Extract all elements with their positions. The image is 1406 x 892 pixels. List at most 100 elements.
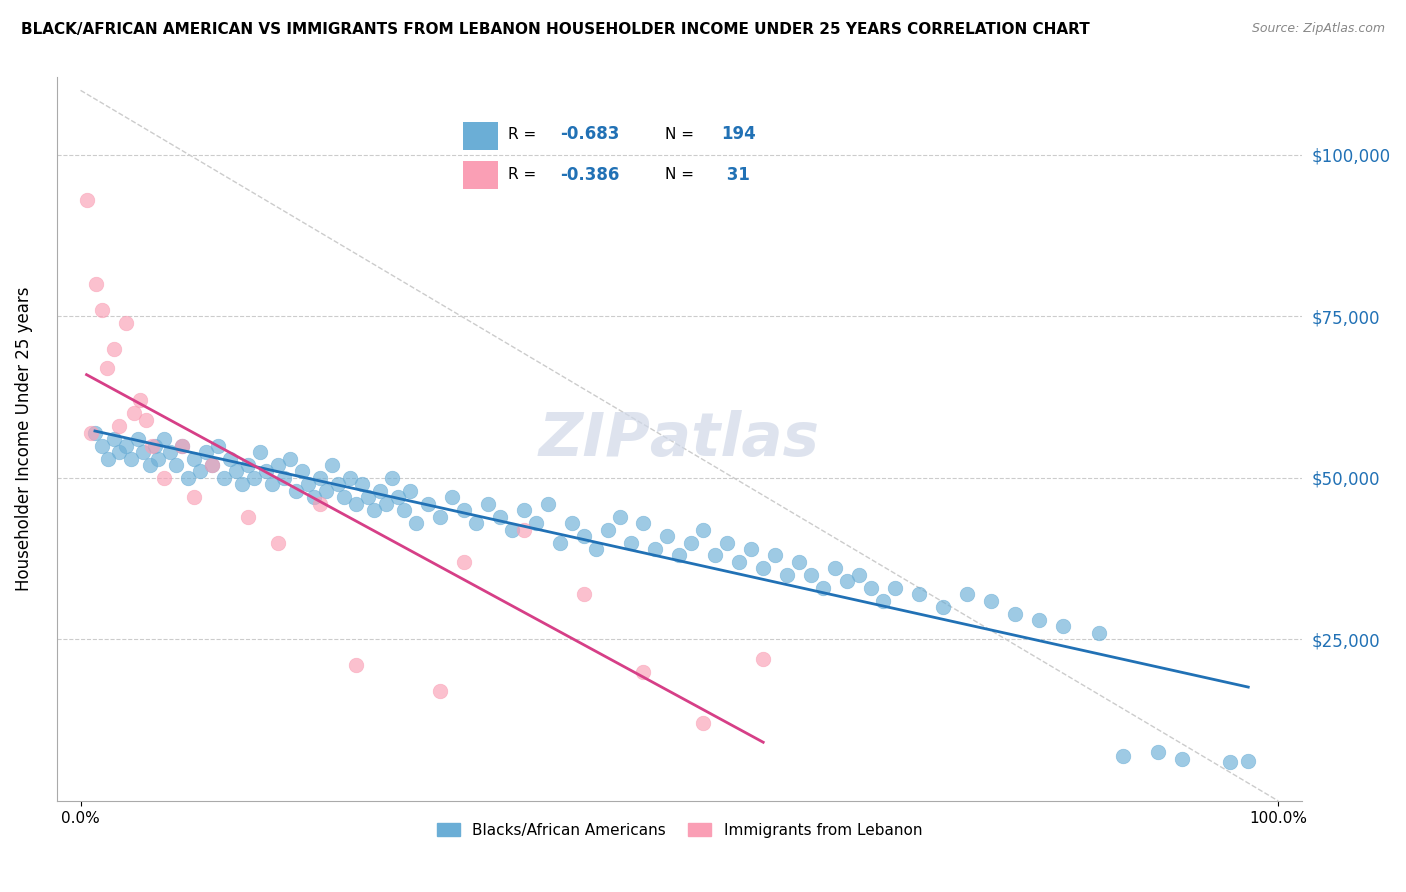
Point [524,516,547,530]
Point [657,529,679,543]
Point [165,458,187,472]
Point [309,497,332,511]
Point [787,555,810,569]
Point [141,439,163,453]
Point [84,425,107,440]
Point [201,458,224,472]
Point [262,477,284,491]
Point [1087,626,1109,640]
Point [824,561,846,575]
Point [108,445,131,459]
Point [333,491,356,505]
Point [231,477,253,491]
Point [80,425,103,440]
Point [572,529,595,543]
Point [381,471,404,485]
Point [135,413,157,427]
Point [488,509,510,524]
Point [596,523,619,537]
Point [644,541,666,556]
Point [350,477,373,491]
Point [285,483,308,498]
Point [387,491,409,505]
Point [368,483,391,498]
Point [728,555,751,569]
Point [108,419,131,434]
Point [91,439,114,453]
Point [96,361,118,376]
Point [399,483,422,498]
Point [309,471,332,485]
Point [633,665,655,679]
Point [800,567,823,582]
Point [84,277,107,292]
Point [453,503,475,517]
Point [177,471,200,485]
Point [267,458,290,472]
Point [326,477,349,491]
Point [344,658,367,673]
Point [115,316,138,330]
Point [537,497,560,511]
Point [97,451,120,466]
Point [159,445,181,459]
Point [363,503,385,517]
Point [344,497,367,511]
Point [811,581,834,595]
Point [238,458,260,472]
Point [692,716,714,731]
Point [201,458,224,472]
Point [501,523,523,537]
Point [740,541,762,556]
Point [214,471,236,485]
Point [143,439,166,453]
Point [405,516,427,530]
Point [153,471,176,485]
Point [884,581,907,595]
Point [243,471,266,485]
Point [132,445,155,459]
Point [267,535,290,549]
Point [835,574,858,589]
Point [416,497,439,511]
Point [848,567,870,582]
Point [392,503,415,517]
Point [172,439,194,453]
Point [763,549,786,563]
Point [512,523,534,537]
Point [357,491,380,505]
Point [908,587,931,601]
Point [1219,755,1241,769]
Point [139,458,162,472]
Text: ZIP​atlas: ZIP​atlas [538,409,820,468]
Point [183,451,205,466]
Point [1111,748,1133,763]
Point [315,483,337,498]
Point [548,535,571,549]
Point [153,432,176,446]
Point [129,393,152,408]
Point [453,555,475,569]
Point [188,465,211,479]
Point [512,503,534,517]
Text: BLACK/AFRICAN AMERICAN VS IMMIGRANTS FROM LEBANON HOUSEHOLDER INCOME UNDER 25 YE: BLACK/AFRICAN AMERICAN VS IMMIGRANTS FRO… [21,22,1090,37]
Legend: Blacks/African Americans, Immigrants from Lebanon: Blacks/African Americans, Immigrants fro… [430,816,928,844]
Point [238,509,260,524]
Point [872,593,894,607]
Point [249,445,271,459]
Point [859,581,882,595]
Text: Source: ZipAtlas.com: Source: ZipAtlas.com [1251,22,1385,36]
Point [278,451,301,466]
Point [302,491,325,505]
Point [148,451,170,466]
Point [956,587,979,601]
Point [103,342,125,356]
Point [225,465,247,479]
Point [321,458,343,472]
Point [172,439,194,453]
Point [254,465,277,479]
Point [207,439,229,453]
Point [980,593,1002,607]
Point [440,491,463,505]
Point [127,432,149,446]
